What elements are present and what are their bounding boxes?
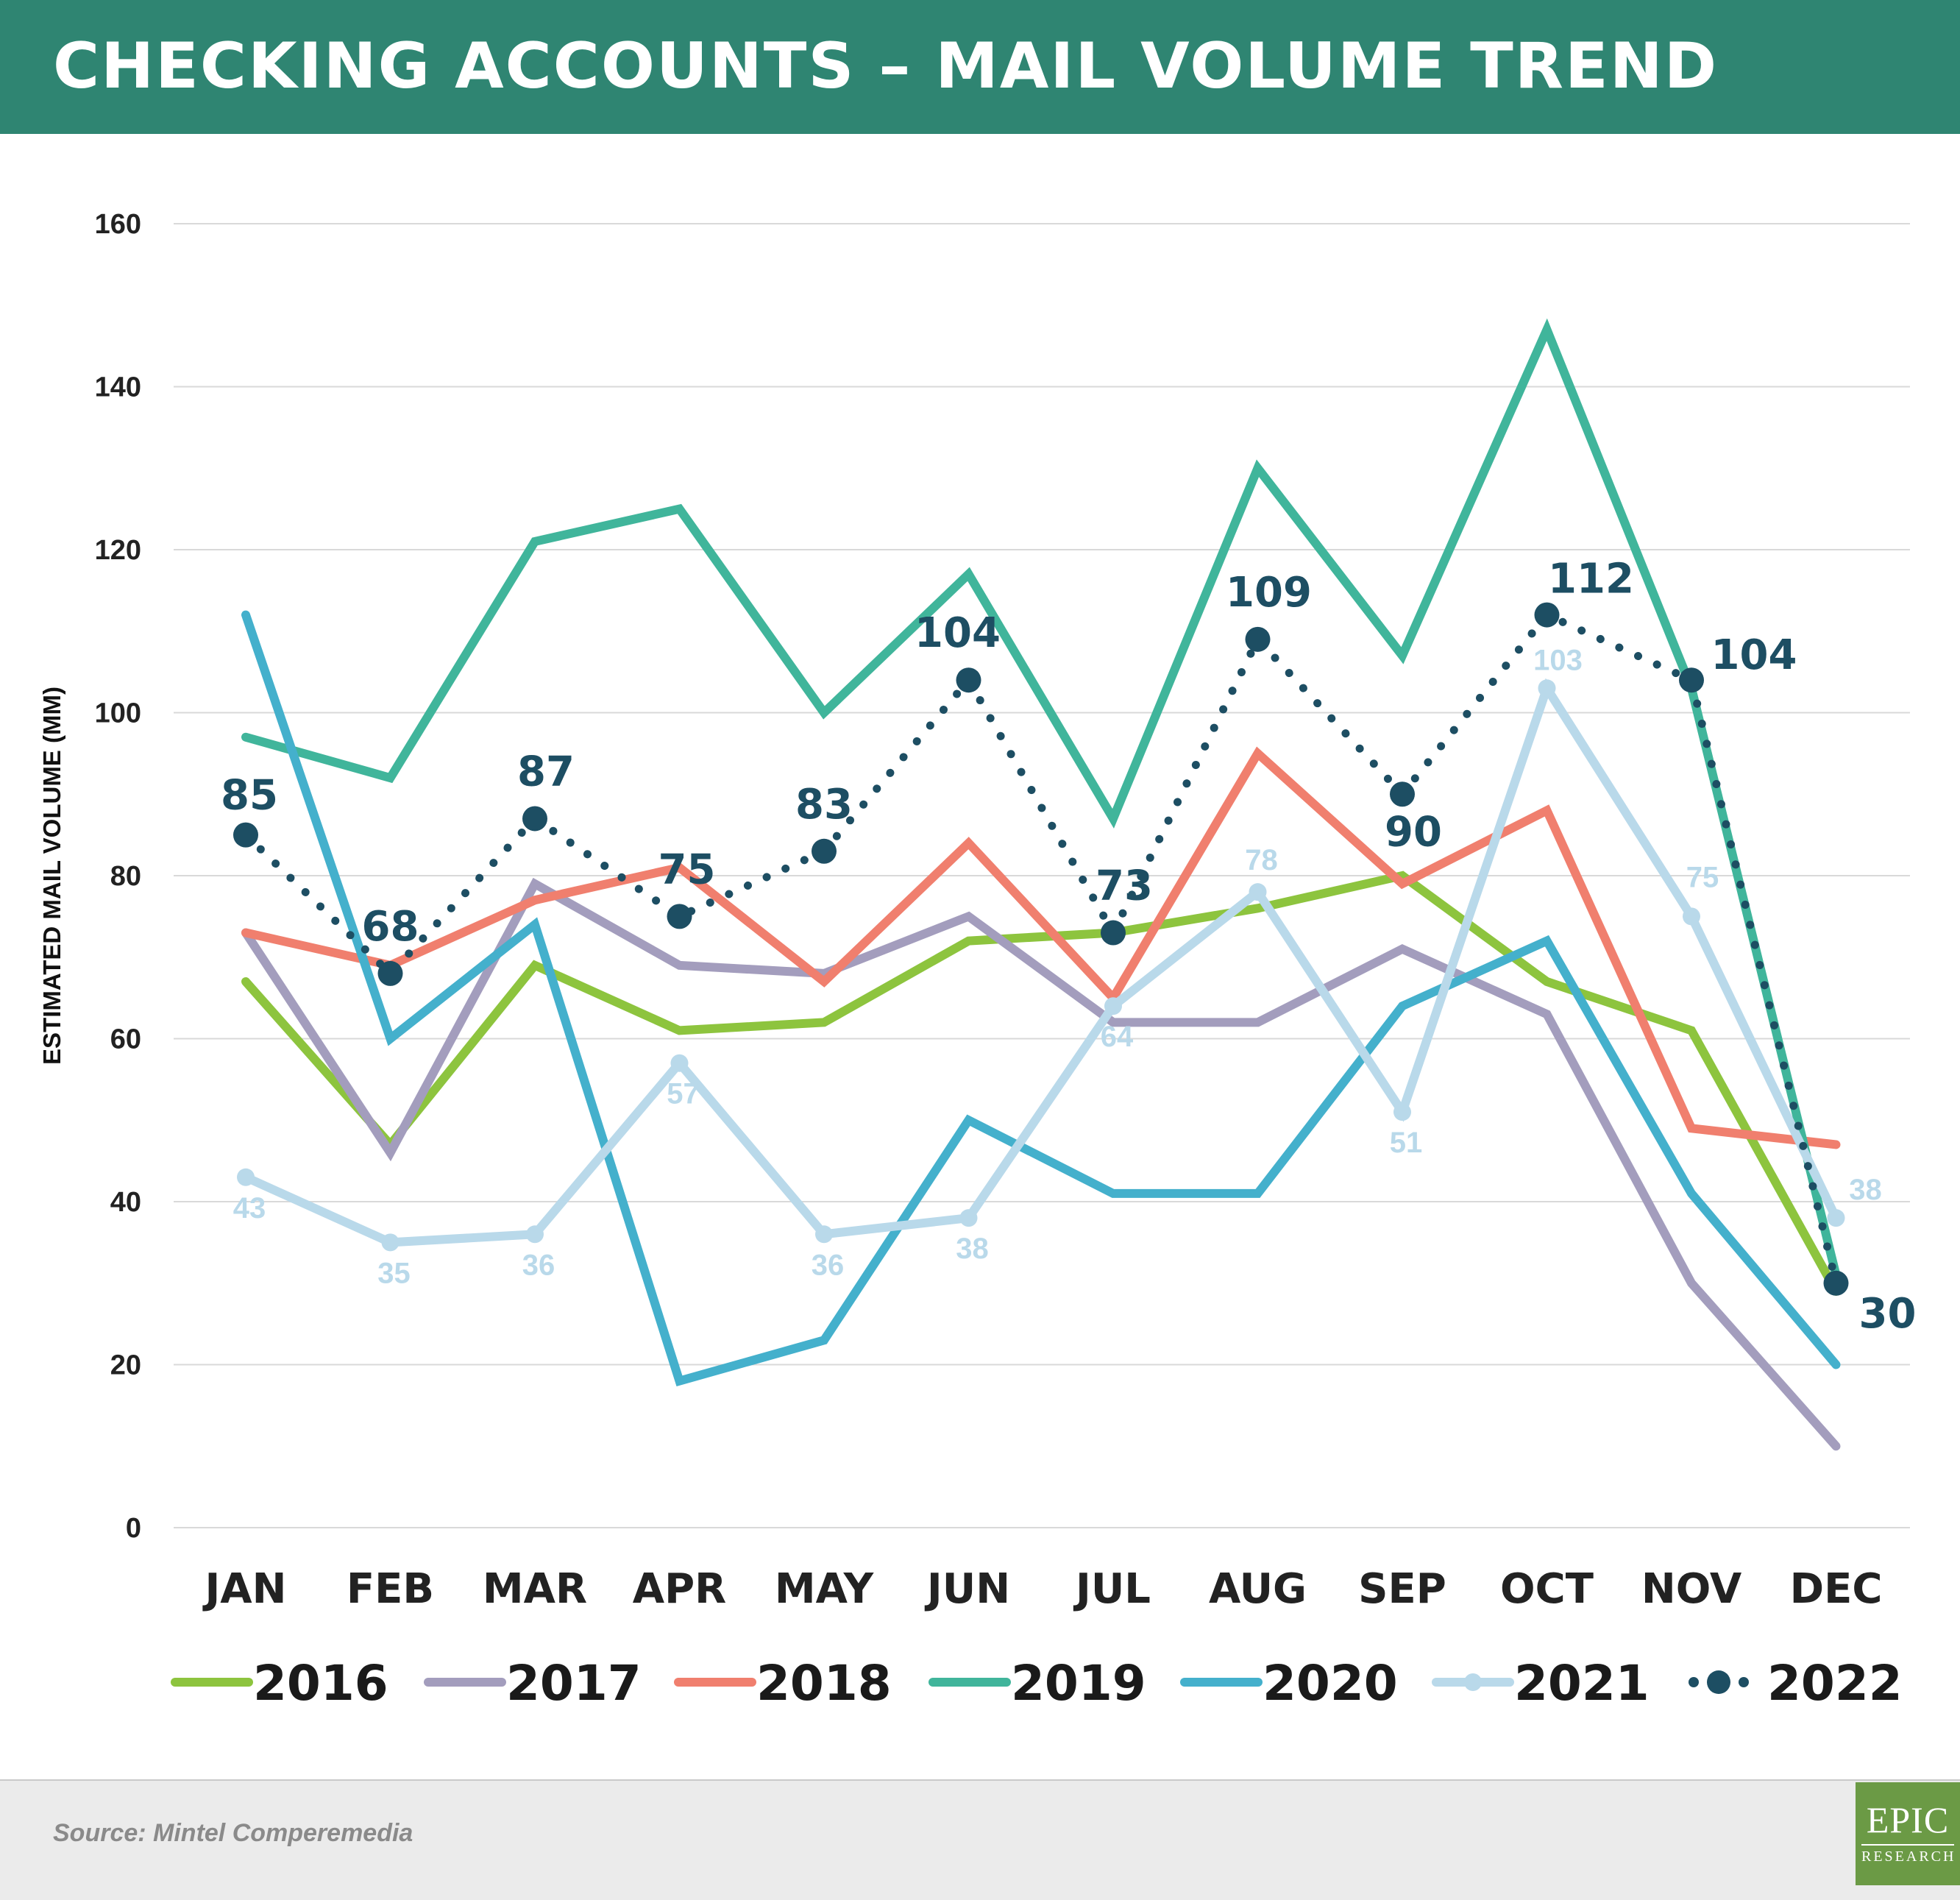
series-line-2018	[241, 746, 1841, 1149]
x-tick-label: DEC	[1790, 1565, 1883, 1613]
data-point-2022	[812, 838, 837, 864]
line-chart: 0 20 40 60 80 100 120 140 160 ESTIMATED MAIL VOLU…	[38, 209, 1917, 1712]
series-line-2020	[241, 610, 1841, 1387]
y-tick-label: 160	[95, 209, 141, 240]
data-point-2021	[670, 1054, 689, 1072]
data-label-2022: 104	[1711, 631, 1797, 679]
x-tick-label: JUN	[924, 1565, 1010, 1613]
x-tick-label: SEP	[1358, 1565, 1446, 1613]
legend-label-2019: 2019	[1011, 1655, 1146, 1712]
data-point-2022	[1534, 602, 1560, 628]
data-label-2021: 38	[956, 1233, 989, 1265]
x-tick-label: MAR	[483, 1565, 587, 1613]
data-point-2021	[959, 1209, 978, 1227]
data-point-2021	[526, 1225, 544, 1244]
x-tick-label: APR	[633, 1565, 727, 1613]
y-tick-label: 20	[110, 1350, 141, 1381]
data-label-2021: 36	[812, 1249, 845, 1281]
data-label-2021: 36	[522, 1249, 555, 1281]
data-label-2021: 103	[1533, 644, 1583, 676]
page-title: CHECKING ACCOUNTS – MAIL VOLUME TREND	[53, 29, 1719, 103]
data-label-2022: 109	[1226, 569, 1312, 617]
data-point-2021	[237, 1168, 255, 1186]
y-tick-label: 80	[110, 861, 141, 892]
data-label-2021: 64	[1101, 1021, 1134, 1053]
data-point-2022	[377, 960, 403, 986]
data-label-2022: 68	[362, 903, 419, 951]
x-tick-label: MAY	[775, 1565, 875, 1613]
legend-marker-dot	[1689, 1677, 1699, 1687]
legend-label-2021: 2021	[1514, 1655, 1650, 1712]
legend-label-2020: 2020	[1263, 1655, 1398, 1712]
legend-label-2018: 2018	[756, 1655, 892, 1712]
legend-marker-dot	[1739, 1677, 1749, 1687]
epic-research-logo: EPIC RESEARCH	[1856, 1782, 1960, 1885]
series-line-2016	[241, 871, 1841, 1296]
x-tick-label: FEB	[347, 1565, 434, 1613]
data-label-2022: 73	[1096, 862, 1153, 910]
legend-label-2022: 2022	[1767, 1655, 1903, 1712]
data-label-2022: 104	[915, 609, 1001, 657]
data-point-2022	[522, 806, 547, 832]
data-point-2022	[233, 822, 258, 848]
series-line-2017	[241, 877, 1841, 1451]
series-line-2019	[241, 318, 1841, 1280]
data-point-2021	[381, 1233, 400, 1252]
data-label-2022: 90	[1385, 808, 1442, 856]
legend-label-2017: 2017	[506, 1655, 642, 1712]
legend-label-2016: 2016	[253, 1655, 388, 1712]
legend-marker-2021	[1464, 1673, 1482, 1691]
y-tick-label: 100	[95, 698, 141, 729]
data-label-2021: 51	[1390, 1127, 1423, 1159]
legend-marker-dot	[1707, 1670, 1730, 1694]
data-point-2022	[1390, 781, 1415, 807]
y-tick-label: 0	[126, 1513, 141, 1544]
data-label-2021: 57	[667, 1078, 700, 1110]
y-tick-label: 40	[110, 1187, 141, 1218]
data-label-2022: 30	[1859, 1290, 1917, 1338]
data-label-2022: 85	[221, 772, 278, 820]
data-label-2021: 78	[1245, 844, 1278, 876]
data-point-2021	[1249, 883, 1267, 901]
data-point-2021	[1104, 997, 1122, 1015]
x-tick-label: JUL	[1073, 1565, 1151, 1613]
data-point-2022	[1245, 626, 1271, 652]
footer-bar	[0, 1779, 1960, 1900]
y-tick-label: 140	[95, 372, 141, 403]
x-tick-label: AUG	[1209, 1565, 1307, 1613]
x-tick-label: NOV	[1641, 1565, 1742, 1613]
data-point-2021	[1683, 907, 1700, 926]
data-point-2021	[1393, 1103, 1411, 1121]
y-tick-label: 60	[110, 1024, 141, 1055]
series-line-2021	[241, 678, 1841, 1247]
logo-text-epic: EPIC	[1866, 1799, 1950, 1840]
series-line-2022	[241, 611, 1840, 1288]
data-label-2022: 87	[517, 748, 575, 795]
header-bar: CHECKING ACCOUNTS – MAIL VOLUME TREND	[0, 0, 1960, 134]
data-label-2021: 35	[377, 1257, 411, 1289]
data-label-2021: 38	[1849, 1174, 1882, 1206]
data-label-2022: 83	[795, 781, 853, 829]
data-point-2021	[1827, 1209, 1845, 1227]
data-label-2021: 75	[1686, 861, 1719, 893]
data-point-2021	[815, 1225, 833, 1244]
data-label-2022: 75	[658, 846, 716, 893]
y-tick-label: 120	[95, 535, 141, 566]
data-point-2022	[1679, 667, 1704, 693]
x-tick-label: JAN	[202, 1565, 286, 1613]
data-point-2021	[1538, 679, 1556, 698]
data-point-2022	[1101, 920, 1126, 946]
data-point-2022	[667, 904, 692, 929]
data-point-2022	[956, 667, 981, 693]
source-note: Source: Mintel Comperemedia	[53, 1819, 413, 1847]
data-label-2022: 112	[1548, 556, 1634, 603]
y-axis-label: ESTIMATED MAIL VOLUME (MM)	[38, 687, 65, 1065]
data-label-2021: 43	[233, 1192, 266, 1224]
data-point-2022	[1823, 1270, 1849, 1296]
logo-text-research: RESEARCH	[1861, 1844, 1954, 1865]
x-tick-label: OCT	[1500, 1565, 1594, 1613]
